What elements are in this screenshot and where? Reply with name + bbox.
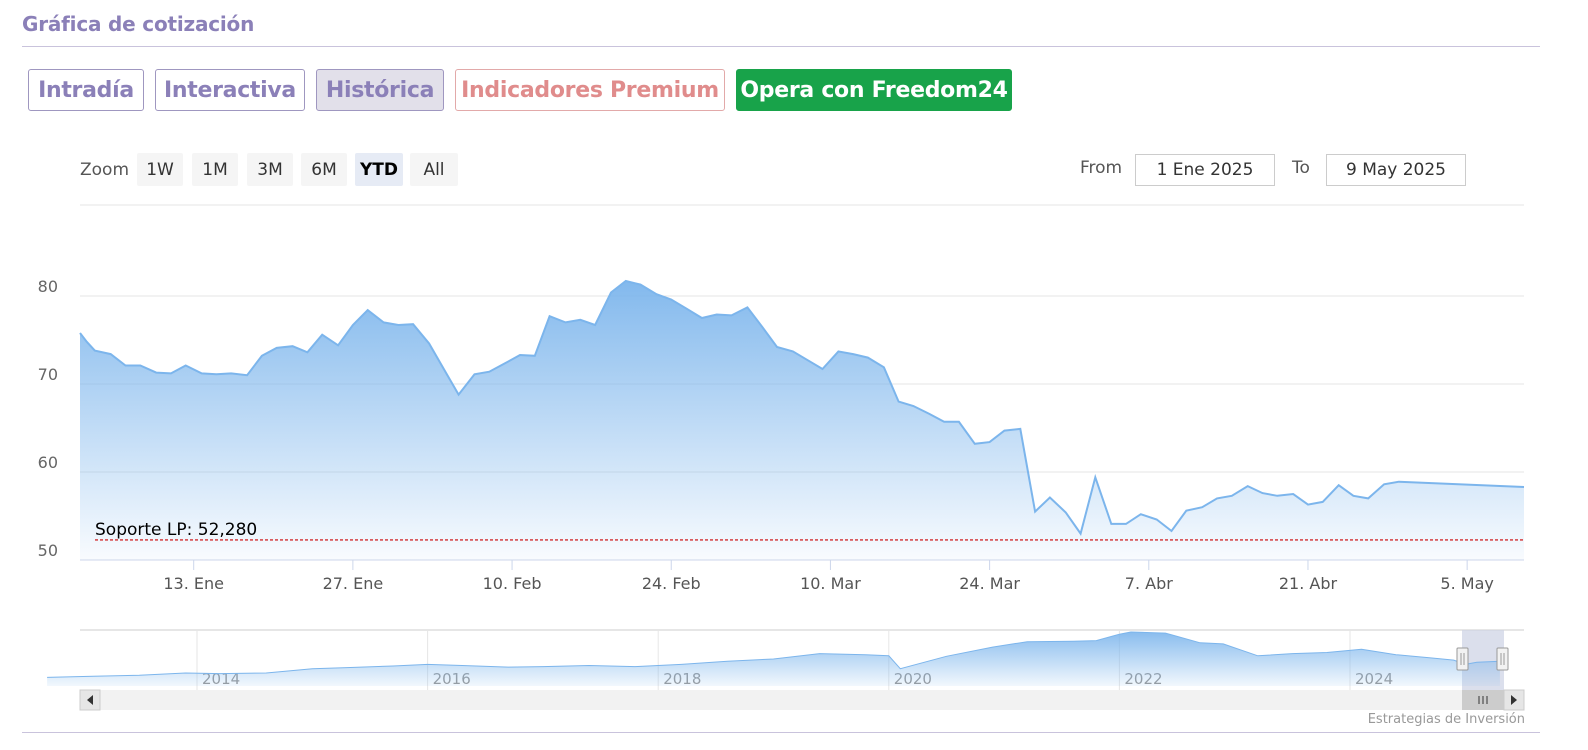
zoom-6m-button[interactable]: 6M bbox=[301, 153, 347, 186]
scrollbar-track[interactable] bbox=[80, 690, 1524, 710]
title-divider bbox=[22, 46, 1540, 47]
scroll-right-arrow-icon bbox=[1511, 695, 1517, 705]
navigator[interactable]: 201420162018202020222024 bbox=[47, 629, 1524, 690]
x-tick-label: 10. Mar bbox=[800, 574, 861, 593]
x-tick-label: 13. Ene bbox=[163, 574, 224, 593]
x-tick-label: 10. Feb bbox=[483, 574, 542, 593]
zoom-3m-button[interactable]: 3M bbox=[247, 153, 293, 186]
y-tick-label: 50 bbox=[38, 541, 58, 560]
tab-interactiva[interactable]: Interactiva bbox=[155, 69, 305, 111]
y-tick-label: 70 bbox=[38, 365, 58, 384]
section-title: Gráfica de cotización bbox=[22, 12, 255, 36]
range-from-input[interactable]: 1 Ene 2025 bbox=[1135, 154, 1275, 186]
zoom-1w-button[interactable]: 1W bbox=[137, 153, 183, 186]
y-tick-label: 80 bbox=[38, 277, 58, 296]
x-tick-label: 21. Abr bbox=[1279, 574, 1338, 593]
navigator-left-handle[interactable] bbox=[1456, 647, 1469, 671]
support-label: Soporte LP: 52,280 bbox=[95, 520, 257, 540]
range-to-label: To bbox=[1292, 158, 1310, 178]
y-tick-label: 60 bbox=[38, 453, 58, 472]
zoom-label: Zoom bbox=[80, 160, 130, 180]
navigator-line bbox=[47, 631, 1500, 678]
tab-indicadores-premium[interactable]: Indicadores Premium bbox=[455, 69, 725, 111]
navigator-right-handle[interactable] bbox=[1496, 647, 1509, 671]
zoom-all-button[interactable]: All bbox=[410, 153, 458, 186]
range-to-input[interactable]: 9 May 2025 bbox=[1326, 154, 1466, 186]
x-tick-label: 24. Feb bbox=[642, 574, 701, 593]
x-tick-label: 24. Mar bbox=[959, 574, 1020, 593]
tab-historica[interactable]: Histórica bbox=[316, 69, 444, 111]
range-from-label: From bbox=[1080, 158, 1123, 178]
x-axis-ticks: 13. Ene 27. Ene 10. Feb 24. Feb 10. Mar 24. M… bbox=[163, 560, 1494, 593]
chart-credit[interactable]: Estrategias de Inversión bbox=[1367, 712, 1525, 727]
zoom-ytd-button[interactable]: YTD bbox=[355, 153, 403, 186]
trade-freedom24-button[interactable]: Opera con Freedom24 bbox=[736, 69, 1012, 111]
navigator-scrollbar[interactable] bbox=[79, 689, 1525, 711]
scroll-left-arrow-icon bbox=[87, 695, 93, 705]
bottom-divider bbox=[22, 732, 1540, 733]
y-axis-labels: 50 60 70 80 bbox=[38, 277, 58, 560]
x-tick-label: 27. Ene bbox=[323, 574, 384, 593]
tab-intradia[interactable]: Intradía bbox=[28, 69, 144, 111]
x-tick-label: 5. May bbox=[1440, 574, 1493, 593]
zoom-1m-button[interactable]: 1M bbox=[192, 153, 238, 186]
price-line bbox=[79, 279, 1525, 536]
price-area bbox=[80, 281, 1524, 560]
x-tick-label: 7. Abr bbox=[1125, 574, 1173, 593]
